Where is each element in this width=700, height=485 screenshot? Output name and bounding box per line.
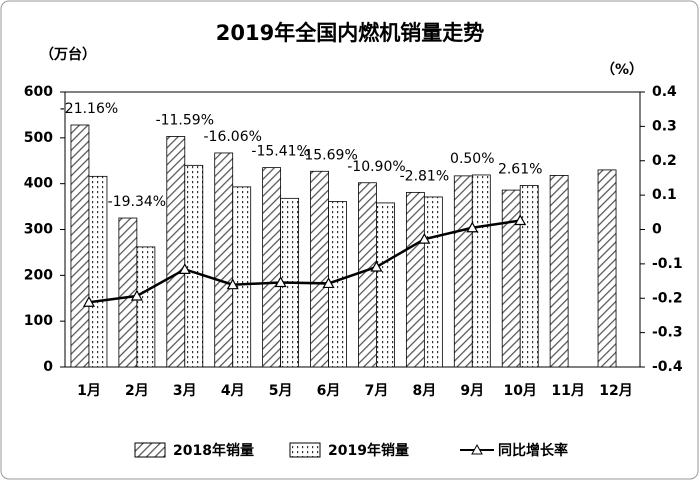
y-tick-label: 100 [24,313,53,329]
bar [88,175,108,368]
bar [501,189,521,368]
legend-label: 2019年销量 [328,442,409,459]
x-tick-label: 2月 [125,383,149,399]
y-tick-label: 200 [24,267,53,283]
bar [70,124,90,368]
legend-swatch [134,442,166,458]
bar [376,202,395,368]
marker [178,263,191,274]
bar [166,136,186,368]
marker [322,277,335,289]
bar [136,246,156,368]
bar [405,191,425,368]
line [88,219,521,304]
data-label: 2.61% [498,162,542,178]
y-tick-label: 0 [43,359,53,375]
marker [514,214,527,226]
data-label: -15.41% [251,144,309,160]
y2-tick-label: 0 [652,222,662,238]
bar [358,182,377,368]
marker [82,296,95,307]
x-tick-label: 7月 [365,383,389,399]
y-tick-label: 400 [24,176,53,192]
y2-tick-label: 0.1 [652,187,677,203]
marker [370,260,383,272]
data-label: -21.16% [60,101,118,117]
x-tick-label: 3月 [173,383,197,399]
marker [130,289,143,301]
y-tick-label: 600 [24,84,53,100]
y2-tick-label: 0.2 [652,153,677,169]
legend-swatch [289,442,321,458]
legend-marker [471,443,483,455]
bar [519,185,539,368]
data-label: -11.59% [156,112,214,128]
bar [453,175,473,368]
bar [184,164,204,368]
y-axis-label: （万台） [40,46,96,63]
legend-item: 同比增长率 [460,442,568,459]
data-label: -15.69% [299,147,357,163]
legend-item: 2018年销量 [134,442,254,459]
y2-tick-label: 0.3 [652,118,677,134]
data-label: 0.50% [450,151,494,167]
y2-tick-label: 0.4 [652,84,677,100]
x-tick-label: 1月 [77,383,101,399]
bar [118,217,138,368]
bar [597,169,617,368]
x-tick-label: 5月 [269,383,293,399]
bar [471,174,491,368]
bar [310,170,329,368]
marker [274,276,287,288]
x-tick-label: 11月 [551,383,584,399]
data-label: -16.06% [203,129,261,145]
y2-tick-label: -0.4 [652,359,683,375]
legend-label: 2018年销量 [173,442,254,459]
bar [262,167,282,368]
bar [232,186,252,368]
bar [423,196,443,368]
marker [226,278,239,290]
data-label: -19.34% [108,194,166,210]
x-tick-label: 10月 [503,383,536,399]
y2-tick-label: -0.3 [652,325,683,341]
legend-item: 2019年销量 [289,442,409,459]
chart-title: 2019年全国内燃机销量走势 [216,21,484,45]
legend-label: 同比增长率 [498,442,568,459]
x-tick-label: 12月 [599,383,632,399]
x-tick-label: 9月 [460,383,484,399]
y2-tick-label: -0.2 [652,290,683,306]
x-tick-label: 8月 [413,383,437,399]
marker [418,232,431,244]
x-tick-label: 6月 [317,383,341,399]
y-tick-label: 300 [24,222,53,238]
data-label: -2.81% [400,168,450,184]
marker [466,221,479,233]
bar [214,152,234,368]
data-label: -10.90% [347,159,405,175]
y-tick-label: 500 [24,130,53,146]
y2-tick-label: -0.1 [652,256,683,272]
bar [549,175,569,368]
x-tick-label: 4月 [221,383,245,399]
y2-axis-label: （%） [601,62,643,78]
